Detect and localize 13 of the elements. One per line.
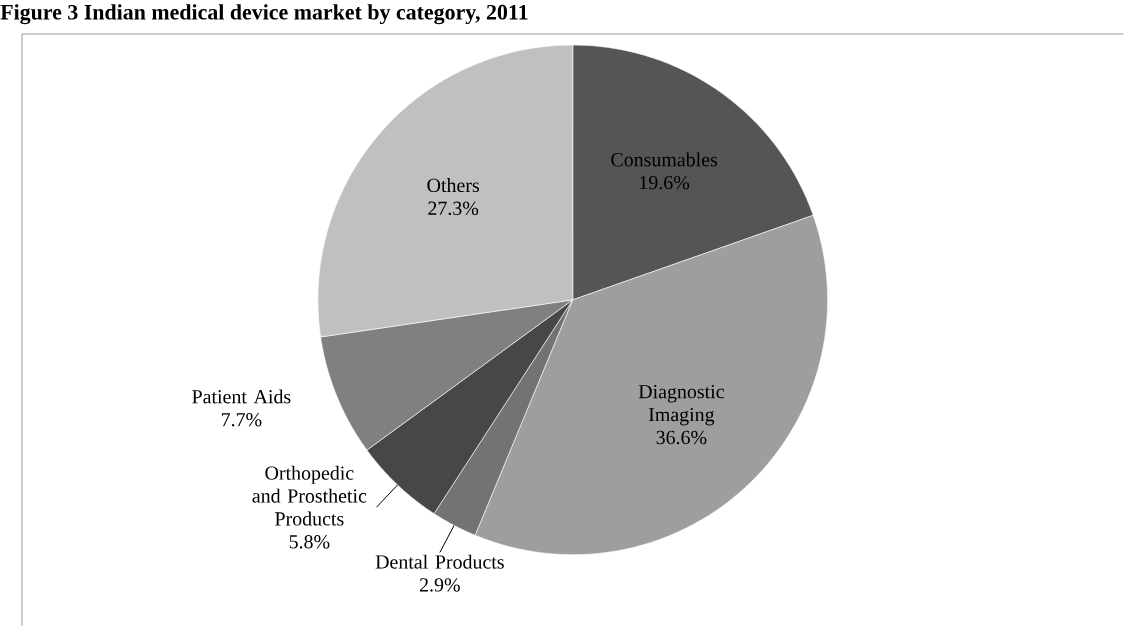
data-label: 27.3%: [428, 201, 479, 215]
slice-label: Patient Aids: [192, 389, 291, 404]
slice-label: Orthopedic and Prosthetic Products: [252, 465, 367, 526]
slice-label: Diagnostic Imaging: [638, 384, 724, 426]
data-label: 19.6%: [640, 175, 690, 190]
data-label: 5.8%: [289, 534, 330, 549]
chart-title: Figure 3 Indian medical device market by category, 2011: [0, 4, 528, 25]
slice-label: Others: [427, 177, 479, 192]
slice-label: Consumables: [611, 152, 718, 167]
data-label: 36.6%: [656, 430, 707, 445]
slice-label: Dental Products: [375, 554, 504, 569]
data-label: 7.7%: [221, 412, 262, 427]
data-label: 2.9%: [419, 578, 460, 592]
